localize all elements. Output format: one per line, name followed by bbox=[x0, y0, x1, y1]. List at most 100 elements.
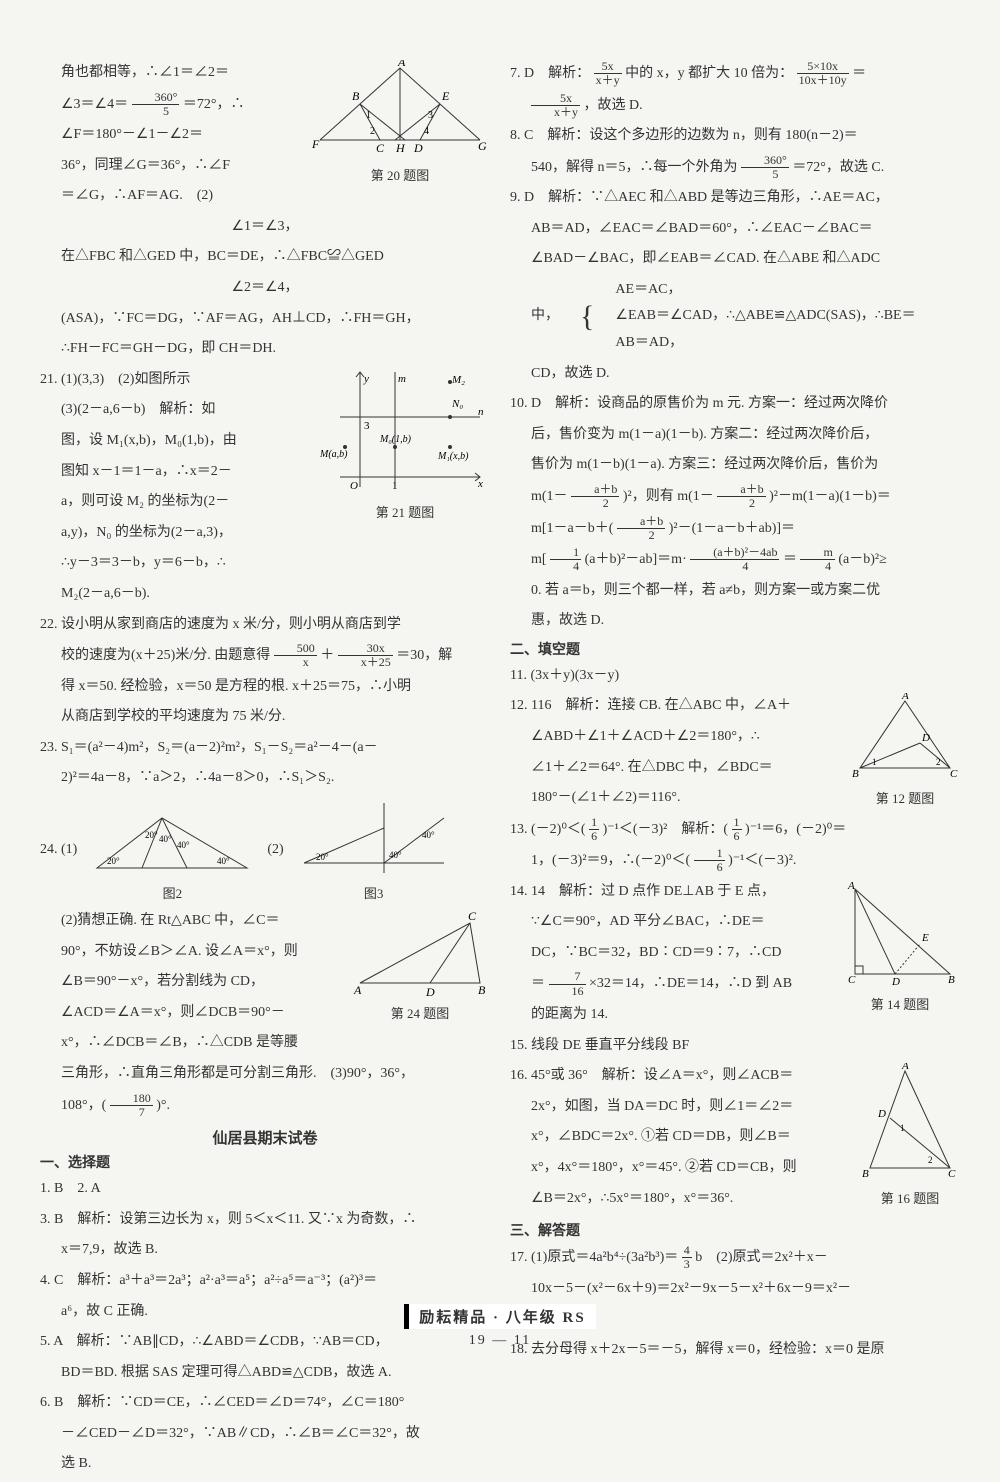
svg-text:2: 2 bbox=[936, 757, 941, 767]
svg-text:D: D bbox=[413, 141, 423, 155]
answer-line: CD，故选 D. bbox=[510, 361, 960, 388]
svg-text:40°: 40° bbox=[389, 850, 402, 860]
p20-line: ∠2＝∠4， bbox=[40, 275, 490, 302]
fig24-caption: 第 24 题图 bbox=[350, 1003, 490, 1022]
svg-text:1: 1 bbox=[872, 757, 877, 767]
answer-line: AB＝AD，∠EAC＝∠BAD＝60°，∴∠EAC－∠BAC＝ bbox=[510, 216, 960, 243]
q22-line: 从商店到学校的平均速度为 75 米/分. bbox=[40, 704, 490, 731]
svg-text:M(a,b): M(a,b) bbox=[320, 449, 348, 460]
svg-text:E: E bbox=[441, 89, 450, 103]
svg-text:D: D bbox=[877, 1108, 886, 1120]
right-column: 7. D 解析： 5xx＋y 中的 x，y 都扩大 10 倍为： 5×10x10… bbox=[510, 60, 960, 1482]
fig21-caption: 第 21 题图 bbox=[320, 502, 490, 521]
fig20-caption: 第 20 题图 bbox=[310, 165, 490, 184]
q22-line: 校的速度为(x＋25)米/分. 由题意得 500x ＋ 30xx＋25 ＝30，… bbox=[40, 642, 490, 670]
fig12-caption: 第 12 题图 bbox=[850, 788, 960, 807]
svg-text:B: B bbox=[948, 974, 955, 986]
svg-text:D: D bbox=[891, 976, 900, 988]
svg-text:D: D bbox=[921, 732, 930, 744]
answer-line: 5xx＋y ，故选 D. bbox=[510, 92, 960, 120]
svg-text:C: C bbox=[848, 974, 856, 986]
svg-text:A: A bbox=[847, 880, 855, 892]
figure-16: A B C D 1 2 第 16 题图 bbox=[860, 1063, 960, 1207]
svg-text:m: m bbox=[398, 373, 406, 385]
figure-24: A B C D 第 24 题图 bbox=[350, 908, 490, 1022]
svg-text:C: C bbox=[468, 909, 477, 923]
fig14-caption: 第 14 题图 bbox=[840, 994, 960, 1013]
svg-text:40°: 40° bbox=[217, 856, 230, 866]
q23-line: 2)²＝4a－8，∵a＞2，∴4a－8＞0，∴S₁＞S₂. bbox=[40, 765, 490, 792]
svg-text:1: 1 bbox=[366, 110, 371, 121]
fig2-caption: 图2 bbox=[87, 883, 257, 902]
svg-text:G: G bbox=[478, 139, 487, 153]
answer-line: 3. B 解析：设第三边长为 x，则 5＜x＜11. 又∵x 为奇数，∴ bbox=[40, 1207, 490, 1234]
svg-text:3: 3 bbox=[428, 110, 433, 121]
svg-text:A: A bbox=[353, 983, 362, 997]
figure-12: A B C D 1 2 第 12 题图 bbox=[850, 693, 960, 807]
svg-text:40°: 40° bbox=[159, 834, 172, 844]
section-1-title: 一、选择题 bbox=[40, 1152, 490, 1172]
q24-line: 三角形，∴直角三角形都是可分割三角形. (3)90°，36°， bbox=[40, 1061, 490, 1088]
svg-text:2: 2 bbox=[370, 126, 375, 137]
svg-text:O: O bbox=[350, 480, 358, 492]
q24-label: 24. (1) bbox=[40, 842, 77, 858]
figure-3: 20° 40° 40° 图3 bbox=[294, 798, 454, 902]
svg-text:M₀(1,b): M₀(1,b) bbox=[379, 434, 412, 445]
svg-text:D: D bbox=[425, 985, 435, 998]
answer-line: －∠CED－∠D＝32°，∵AB∥CD，∴∠B＝∠C＝32°，故 bbox=[40, 1421, 490, 1448]
answer-line: 0. 若 a＝b，则三个都一样，若 a≠b，则方案一或方案二优 bbox=[510, 578, 960, 605]
answer-line: 1. B 2. A bbox=[40, 1176, 490, 1203]
svg-text:2: 2 bbox=[928, 1155, 933, 1165]
svg-text:E: E bbox=[921, 932, 929, 944]
svg-text:A: A bbox=[901, 693, 909, 702]
answer-line: 13. (－2)⁰＜( 16 )⁻¹＜(－3)² 解析：( 16 )⁻¹＝6，(… bbox=[510, 816, 960, 844]
left-column: A B E F G C H D 1 2 3 4 第 20 题图 角也都相等，∴∠… bbox=[40, 60, 490, 1482]
fig3-caption: 图3 bbox=[294, 883, 454, 902]
figure-14: A B C D E 第 14 题图 bbox=[840, 879, 960, 1013]
svg-text:40°: 40° bbox=[177, 840, 190, 850]
p20-line: (ASA)，∵FC＝DG，∵AF＝AG，AH⊥CD，∴FH＝GH， bbox=[40, 306, 490, 333]
svg-text:M₂: M₂ bbox=[451, 374, 465, 386]
page-footer: 励耘精品 · 八年级 RS 19 — 11 bbox=[0, 1304, 1000, 1349]
answer-line: 选 B. bbox=[40, 1451, 490, 1478]
svg-text:C: C bbox=[950, 768, 958, 780]
section-3-title: 三、解答题 bbox=[510, 1220, 960, 1240]
page-number: 19 — 11 bbox=[0, 1333, 1000, 1349]
svg-text:B: B bbox=[478, 983, 486, 997]
answer-line: BD＝BD. 根据 SAS 定理可得△ABD≌△CDB，故选 A. bbox=[40, 1360, 490, 1387]
figure-2: 20° 20° 40° 40° 40° 图2 bbox=[87, 808, 257, 902]
q21-line: ∴y－3＝3－b，y＝6－b，∴ bbox=[40, 550, 490, 577]
answer-line: 4. C 解析：a³＋a³＝2a³；a²·a³＝a⁵；a²÷a⁵＝a⁻³；(a²… bbox=[40, 1268, 490, 1295]
fig16-caption: 第 16 题图 bbox=[860, 1188, 960, 1207]
q21-line: a,y)，N₀ 的坐标为(2－a,3)， bbox=[40, 520, 490, 547]
svg-text:1: 1 bbox=[900, 1123, 905, 1133]
section-2-title: 二、填空题 bbox=[510, 639, 960, 659]
figure-20: A B E F G C H D 1 2 3 4 第 20 题图 bbox=[310, 60, 490, 184]
answer-line: 售价为 m(1－b)(1－a). 方案三：经过两次降价后，售价为 bbox=[510, 452, 960, 479]
svg-text:M₁(x,b): M₁(x,b) bbox=[437, 451, 469, 462]
answer-line: 中， { AE＝AC， ∠EAB＝∠CAD，∴△ABE≌△ADC(SAS)，∴B… bbox=[510, 277, 960, 357]
svg-text:B: B bbox=[352, 89, 360, 103]
p20-line: ∠1＝∠3， bbox=[40, 214, 490, 241]
answer-line: 540，解得 n＝5，∴每一个外角为 360°5 ＝72°，故选 C. bbox=[510, 154, 960, 182]
figure-21: y x m n O 1 3 M₂ N₀ M₀(1,b) M(a,b) M₁(x,… bbox=[320, 367, 490, 521]
svg-text:20°: 20° bbox=[107, 856, 120, 866]
answer-line: 1，(－3)²＝9，∴(－2)⁰＜( 16 )⁻¹＜(－3)². bbox=[510, 847, 960, 875]
answer-line: 10. D 解析：设商品的原售价为 m 元. 方案一：经过两次降价 bbox=[510, 391, 960, 418]
p20-line: 在△FBC 和△GED 中，BC＝DE，∴△FBC≌△GED bbox=[40, 244, 490, 271]
svg-text:n: n bbox=[478, 406, 484, 418]
answer-line: m[ 14 (a＋b)²－ab]＝m· (a＋b)²－4ab4 ＝ m4 (a－… bbox=[510, 546, 960, 574]
answer-line: 惠，故选 D. bbox=[510, 608, 960, 635]
svg-text:4: 4 bbox=[424, 126, 429, 137]
svg-text:3: 3 bbox=[364, 420, 370, 432]
answer-line: 17. (1)原式＝4a²b⁴÷(3a²b³)＝ 43 b (2)原式＝2x²＋… bbox=[510, 1244, 960, 1272]
svg-text:C: C bbox=[376, 141, 385, 155]
answer-line: x＝7,9，故选 B. bbox=[40, 1237, 490, 1264]
answer-line: 10x－5－(x²－6x＋9)＝2x²－9x－5－x²＋6x－9＝x²－ bbox=[510, 1276, 960, 1303]
svg-text:20°: 20° bbox=[316, 852, 329, 862]
svg-text:B: B bbox=[852, 768, 859, 780]
q22-line: 22. 设小明从家到商店的速度为 x 米/分，则小明从商店到学 bbox=[40, 612, 490, 639]
q23-line: 23. S₁＝(a²－4)m²，S₂＝(a－2)²m²，S₁－S₂＝a²－4－(… bbox=[40, 735, 490, 762]
svg-text:H: H bbox=[395, 141, 406, 155]
p20-line: ∴FH－FC＝GH－DG，即 CH＝DH. bbox=[40, 336, 490, 363]
